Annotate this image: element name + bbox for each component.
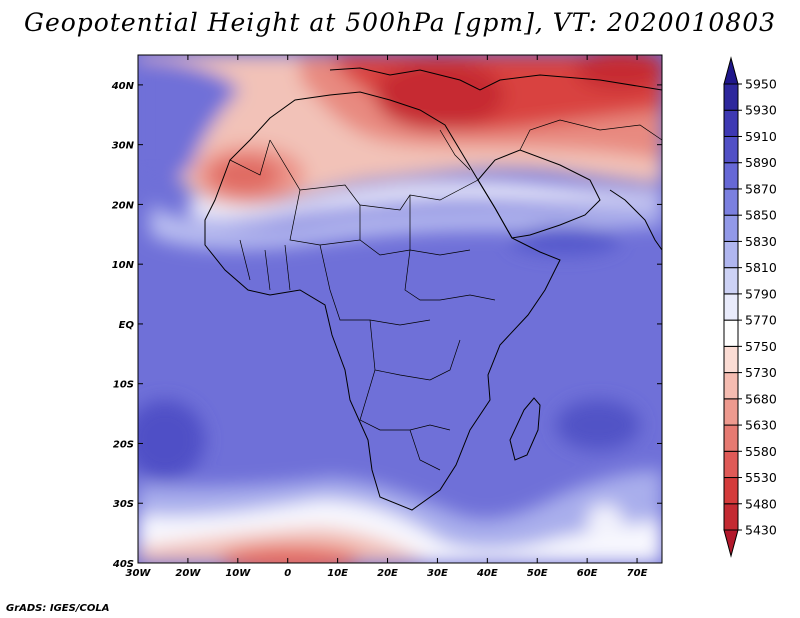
field-contours [138,55,662,563]
x-tick-label: 10E [327,568,348,579]
colorbar-swatch [723,398,739,426]
horn-deep [510,225,620,255]
colorbar-label: 5910 [745,129,777,144]
colorbar-swatch [723,293,739,321]
colorbar-label: 5830 [745,234,777,249]
sahara-lobe-inner [210,157,280,193]
colorbar-swatch [723,109,739,137]
colorbar-swatch [723,188,739,216]
y-tick-label: 20N [112,200,135,211]
coastlines [204,67,662,511]
colorbar-swatch [723,345,739,374]
x-tick-label: 30W [126,568,152,579]
east-low [575,55,662,90]
colorbar-swatch [723,267,739,295]
borders [229,119,662,471]
colorbar-label: 5480 [745,496,777,511]
colorbar-swatch [723,135,739,164]
colorbar-upper-arrow [723,56,739,85]
colorbar-label: 5770 [745,313,777,328]
colorbar-label: 5530 [745,470,777,485]
x-tick-label: 70E [627,568,648,579]
madagascar [509,397,541,461]
x-tick-label: 50E [527,568,548,579]
colorbar-label: 5870 [745,181,777,196]
y-tick-label: 10S [113,380,134,391]
colorbar-swatch [723,372,739,400]
colorbar-swatch [723,83,739,111]
y-tick-label: 30S [113,499,134,510]
x-tick-label: 30E [427,568,448,579]
colorbar-lower-arrow [723,529,739,558]
nw-blue [138,60,240,179]
colorbar-label: 5430 [745,523,777,538]
colorbar-label: 5680 [745,391,777,406]
mediterranean-low [375,60,505,130]
colorbar-label: 5850 [745,208,777,223]
colorbar-label: 5580 [745,444,777,459]
colorbar-swatch [723,503,739,531]
colorbar-label: 5930 [745,103,777,118]
colorbar-swatch [723,424,739,452]
north-lightblue-band [150,205,662,249]
south-red [220,546,360,563]
colorbar-swatch [723,319,739,347]
x-tick-label: 20W [175,568,201,579]
colorbar-label: 5630 [745,418,777,433]
y-tick-label: 20S [113,439,134,450]
y-tick-label: 10N [112,260,135,271]
x-tick-label: 40E [476,568,498,579]
madagascar-white [587,504,623,536]
colorbar-swatch [723,240,739,269]
colorbar-swatch [723,450,739,479]
colorbar-label: 5750 [745,339,777,354]
x-tick-label: 0 [284,568,291,579]
map-frame [137,54,663,564]
x-tick-label: 10W [225,568,251,579]
map-title: Geopotential Height at 500hPa [gpm], VT:… [23,8,777,37]
europe-edge [329,67,662,91]
africa-coastline [204,91,561,511]
y-tick-label: 40S [112,559,134,570]
colorbar-label: 5810 [745,260,777,275]
india-edge [609,189,662,251]
south-atlantic-high [138,400,205,480]
x-tick-label: 20E [377,568,398,579]
south-pink [138,528,430,563]
indian-high [556,400,640,450]
y-tick-label: EQ [119,320,135,331]
y-tick-label: 30N [112,141,135,152]
y-tick-label: 40N [111,81,135,92]
colorbar-label: 5730 [745,365,777,380]
colorbar-swatch [723,162,739,190]
colorbar-swatch [723,477,739,505]
x-tick-label: 60E [577,568,598,579]
colorbar-swatch [723,214,739,242]
arabia [477,149,601,239]
north-white-band [190,182,662,222]
colorbar-label: 5790 [745,286,777,301]
colorbar-label: 5950 [745,77,777,92]
axis-ticks: 30W 20W 10W 0 10E 20E 30E 40E 50E 60E 70E 40S 30S 20S… [111,55,662,579]
height-field [138,55,662,563]
colorbar: 5430 5480 5530 5580 5630 5680 5730 5750 5770 5790… [723,56,777,558]
colorbar-label: 5890 [745,155,777,170]
credit-text: GrADS: IGES/COLA [6,603,110,614]
